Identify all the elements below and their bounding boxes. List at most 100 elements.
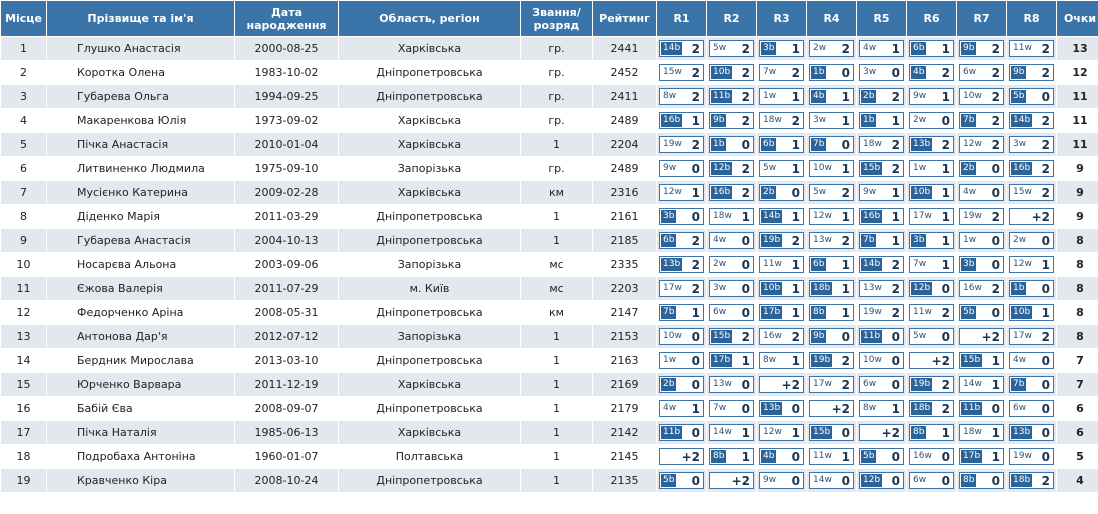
round-result-box[interactable]: 7w 1 bbox=[909, 256, 954, 273]
round-result-box[interactable]: 4w 0 bbox=[709, 232, 754, 249]
round-result-box[interactable]: 2b 0 bbox=[959, 160, 1004, 177]
round-result-box[interactable]: 5w 0 bbox=[909, 328, 954, 345]
round-result-box[interactable]: 14b 2 bbox=[659, 40, 704, 57]
header-round[interactable]: R5 bbox=[857, 1, 906, 36]
round-result-box[interactable]: 7b 0 bbox=[809, 136, 854, 153]
round-result-box[interactable]: 4b 0 bbox=[759, 448, 804, 465]
round-result-box[interactable]: 14w 0 bbox=[809, 472, 854, 489]
round-result-box[interactable]: 19w 0 bbox=[1009, 448, 1054, 465]
round-result-box[interactable]: 5w 2 bbox=[709, 40, 754, 57]
round-result-box[interactable]: 10w 1 bbox=[809, 160, 854, 177]
round-result-box[interactable]: 7w 2 bbox=[759, 64, 804, 81]
player-name[interactable]: Макаренкова Юлія bbox=[47, 109, 234, 132]
round-result-box[interactable]: 8w 1 bbox=[859, 400, 904, 417]
round-result-box[interactable]: 8b 1 bbox=[809, 304, 854, 321]
header-rating[interactable]: Рейтинг bbox=[593, 1, 656, 36]
round-result-box[interactable]: 5b 0 bbox=[659, 472, 704, 489]
player-name[interactable]: Бердник Мирослава bbox=[47, 349, 234, 372]
round-result-box[interactable]: 16b 2 bbox=[1009, 160, 1054, 177]
round-result-box[interactable]: 6w 2 bbox=[959, 64, 1004, 81]
round-result-box[interactable]: 2w 0 bbox=[1009, 232, 1054, 249]
round-result-box[interactable]: 12b 2 bbox=[709, 160, 754, 177]
player-name[interactable]: Федорченко Аріна bbox=[47, 301, 234, 324]
round-result-box[interactable]: 17b 1 bbox=[959, 448, 1004, 465]
round-result-box[interactable]: 9w 0 bbox=[659, 160, 704, 177]
round-result-box[interactable]: 7b 2 bbox=[959, 112, 1004, 129]
round-result-box[interactable]: 1b 0 bbox=[809, 64, 854, 81]
round-result-box[interactable]: 10w 0 bbox=[859, 352, 904, 369]
player-name[interactable]: Носарєва Альона bbox=[47, 253, 234, 276]
round-result-box[interactable]: 16w 2 bbox=[759, 328, 804, 345]
round-result-box[interactable]: 9b 2 bbox=[1009, 64, 1054, 81]
round-result-box[interactable]: 14b 1 bbox=[759, 208, 804, 225]
round-result-box[interactable]: 3b 1 bbox=[909, 232, 954, 249]
round-result-box[interactable]: 11b 0 bbox=[659, 424, 704, 441]
round-result-box[interactable]: 13w 2 bbox=[809, 232, 854, 249]
round-result-box[interactable]: 16w 0 bbox=[909, 448, 954, 465]
player-name[interactable]: Губарева Ольга bbox=[47, 85, 234, 108]
round-result-box[interactable]: 14w 1 bbox=[959, 376, 1004, 393]
round-result-box[interactable]: 10b 1 bbox=[909, 184, 954, 201]
round-result-box[interactable]: 8w 1 bbox=[759, 352, 804, 369]
round-result-box[interactable]: 9w 1 bbox=[909, 88, 954, 105]
header-round[interactable]: R2 bbox=[707, 1, 756, 36]
header-birth[interactable]: Дата народження bbox=[235, 1, 338, 36]
round-result-box[interactable]: 13b 0 bbox=[759, 400, 804, 417]
round-result-box[interactable]: 16b 1 bbox=[659, 112, 704, 129]
round-result-box[interactable]: 12b 0 bbox=[859, 472, 904, 489]
header-round[interactable]: R1 bbox=[657, 1, 706, 36]
round-result-box[interactable]: 8b 1 bbox=[909, 424, 954, 441]
round-result-box[interactable]: 7b 1 bbox=[859, 232, 904, 249]
round-result-box[interactable]: 17w 1 bbox=[909, 208, 954, 225]
round-result-box[interactable]: 19w 2 bbox=[959, 208, 1004, 225]
round-result-box[interactable]: 9b 0 bbox=[809, 328, 854, 345]
round-result-box[interactable]: 17b 1 bbox=[759, 304, 804, 321]
round-result-box[interactable]: 19b 2 bbox=[759, 232, 804, 249]
header-round[interactable]: R8 bbox=[1007, 1, 1056, 36]
round-result-box[interactable]: 1w 0 bbox=[959, 232, 1004, 249]
player-name[interactable]: Юрченко Варвара bbox=[47, 373, 234, 396]
round-result-box[interactable]: 11w 2 bbox=[909, 304, 954, 321]
round-result-box[interactable]: 14w 1 bbox=[709, 424, 754, 441]
round-result-box[interactable]: 18w 2 bbox=[759, 112, 804, 129]
round-result-box[interactable]: 5b 0 bbox=[1009, 88, 1054, 105]
round-result-box[interactable]: 4w 1 bbox=[659, 400, 704, 417]
round-result-box[interactable]: 5b 0 bbox=[859, 448, 904, 465]
round-result-box[interactable]: 4w 0 bbox=[959, 184, 1004, 201]
round-result-box[interactable]: 18b 2 bbox=[1009, 472, 1054, 489]
header-round[interactable]: R6 bbox=[907, 1, 956, 36]
round-result-box[interactable]: 16w 2 bbox=[959, 280, 1004, 297]
round-result-box[interactable]: 8b 1 bbox=[709, 448, 754, 465]
round-result-box[interactable]: 15b 1 bbox=[959, 352, 1004, 369]
round-result-box[interactable]: 7b 1 bbox=[659, 304, 704, 321]
round-result-box[interactable]: +2 bbox=[809, 400, 854, 417]
round-result-box[interactable]: 6w 0 bbox=[909, 472, 954, 489]
round-result-box[interactable]: 1b 1 bbox=[859, 112, 904, 129]
round-result-box[interactable]: 18b 2 bbox=[909, 400, 954, 417]
player-name[interactable]: Єжова Валерія bbox=[47, 277, 234, 300]
round-result-box[interactable]: 4w 1 bbox=[859, 40, 904, 57]
player-name[interactable]: Литвиненко Людмила bbox=[47, 157, 234, 180]
round-result-box[interactable]: +2 bbox=[759, 376, 804, 393]
player-name[interactable]: Глушко Анастасія bbox=[47, 37, 234, 60]
round-result-box[interactable]: 3w 0 bbox=[709, 280, 754, 297]
round-result-box[interactable]: 9w 1 bbox=[859, 184, 904, 201]
round-result-box[interactable]: 1w 1 bbox=[759, 88, 804, 105]
round-result-box[interactable]: 2w 0 bbox=[709, 256, 754, 273]
round-result-box[interactable]: 8b 0 bbox=[959, 472, 1004, 489]
header-region[interactable]: Область, регіон bbox=[339, 1, 520, 36]
round-result-box[interactable]: 18b 1 bbox=[809, 280, 854, 297]
round-result-box[interactable]: 3w 1 bbox=[809, 112, 854, 129]
round-result-box[interactable]: 6b 1 bbox=[809, 256, 854, 273]
round-result-box[interactable]: 15w 2 bbox=[659, 64, 704, 81]
round-result-box[interactable]: 13w 0 bbox=[709, 376, 754, 393]
round-result-box[interactable]: 12w 1 bbox=[1009, 256, 1054, 273]
round-result-box[interactable]: 13b 0 bbox=[1009, 424, 1054, 441]
round-result-box[interactable]: 11b 0 bbox=[959, 400, 1004, 417]
header-points[interactable]: Очки bbox=[1057, 1, 1098, 36]
round-result-box[interactable]: 16b 1 bbox=[859, 208, 904, 225]
header-title[interactable]: Звання/ розряд bbox=[521, 1, 592, 36]
round-result-box[interactable]: 16b 2 bbox=[709, 184, 754, 201]
round-result-box[interactable]: 15b 0 bbox=[809, 424, 854, 441]
round-result-box[interactable]: 2w 0 bbox=[909, 112, 954, 129]
